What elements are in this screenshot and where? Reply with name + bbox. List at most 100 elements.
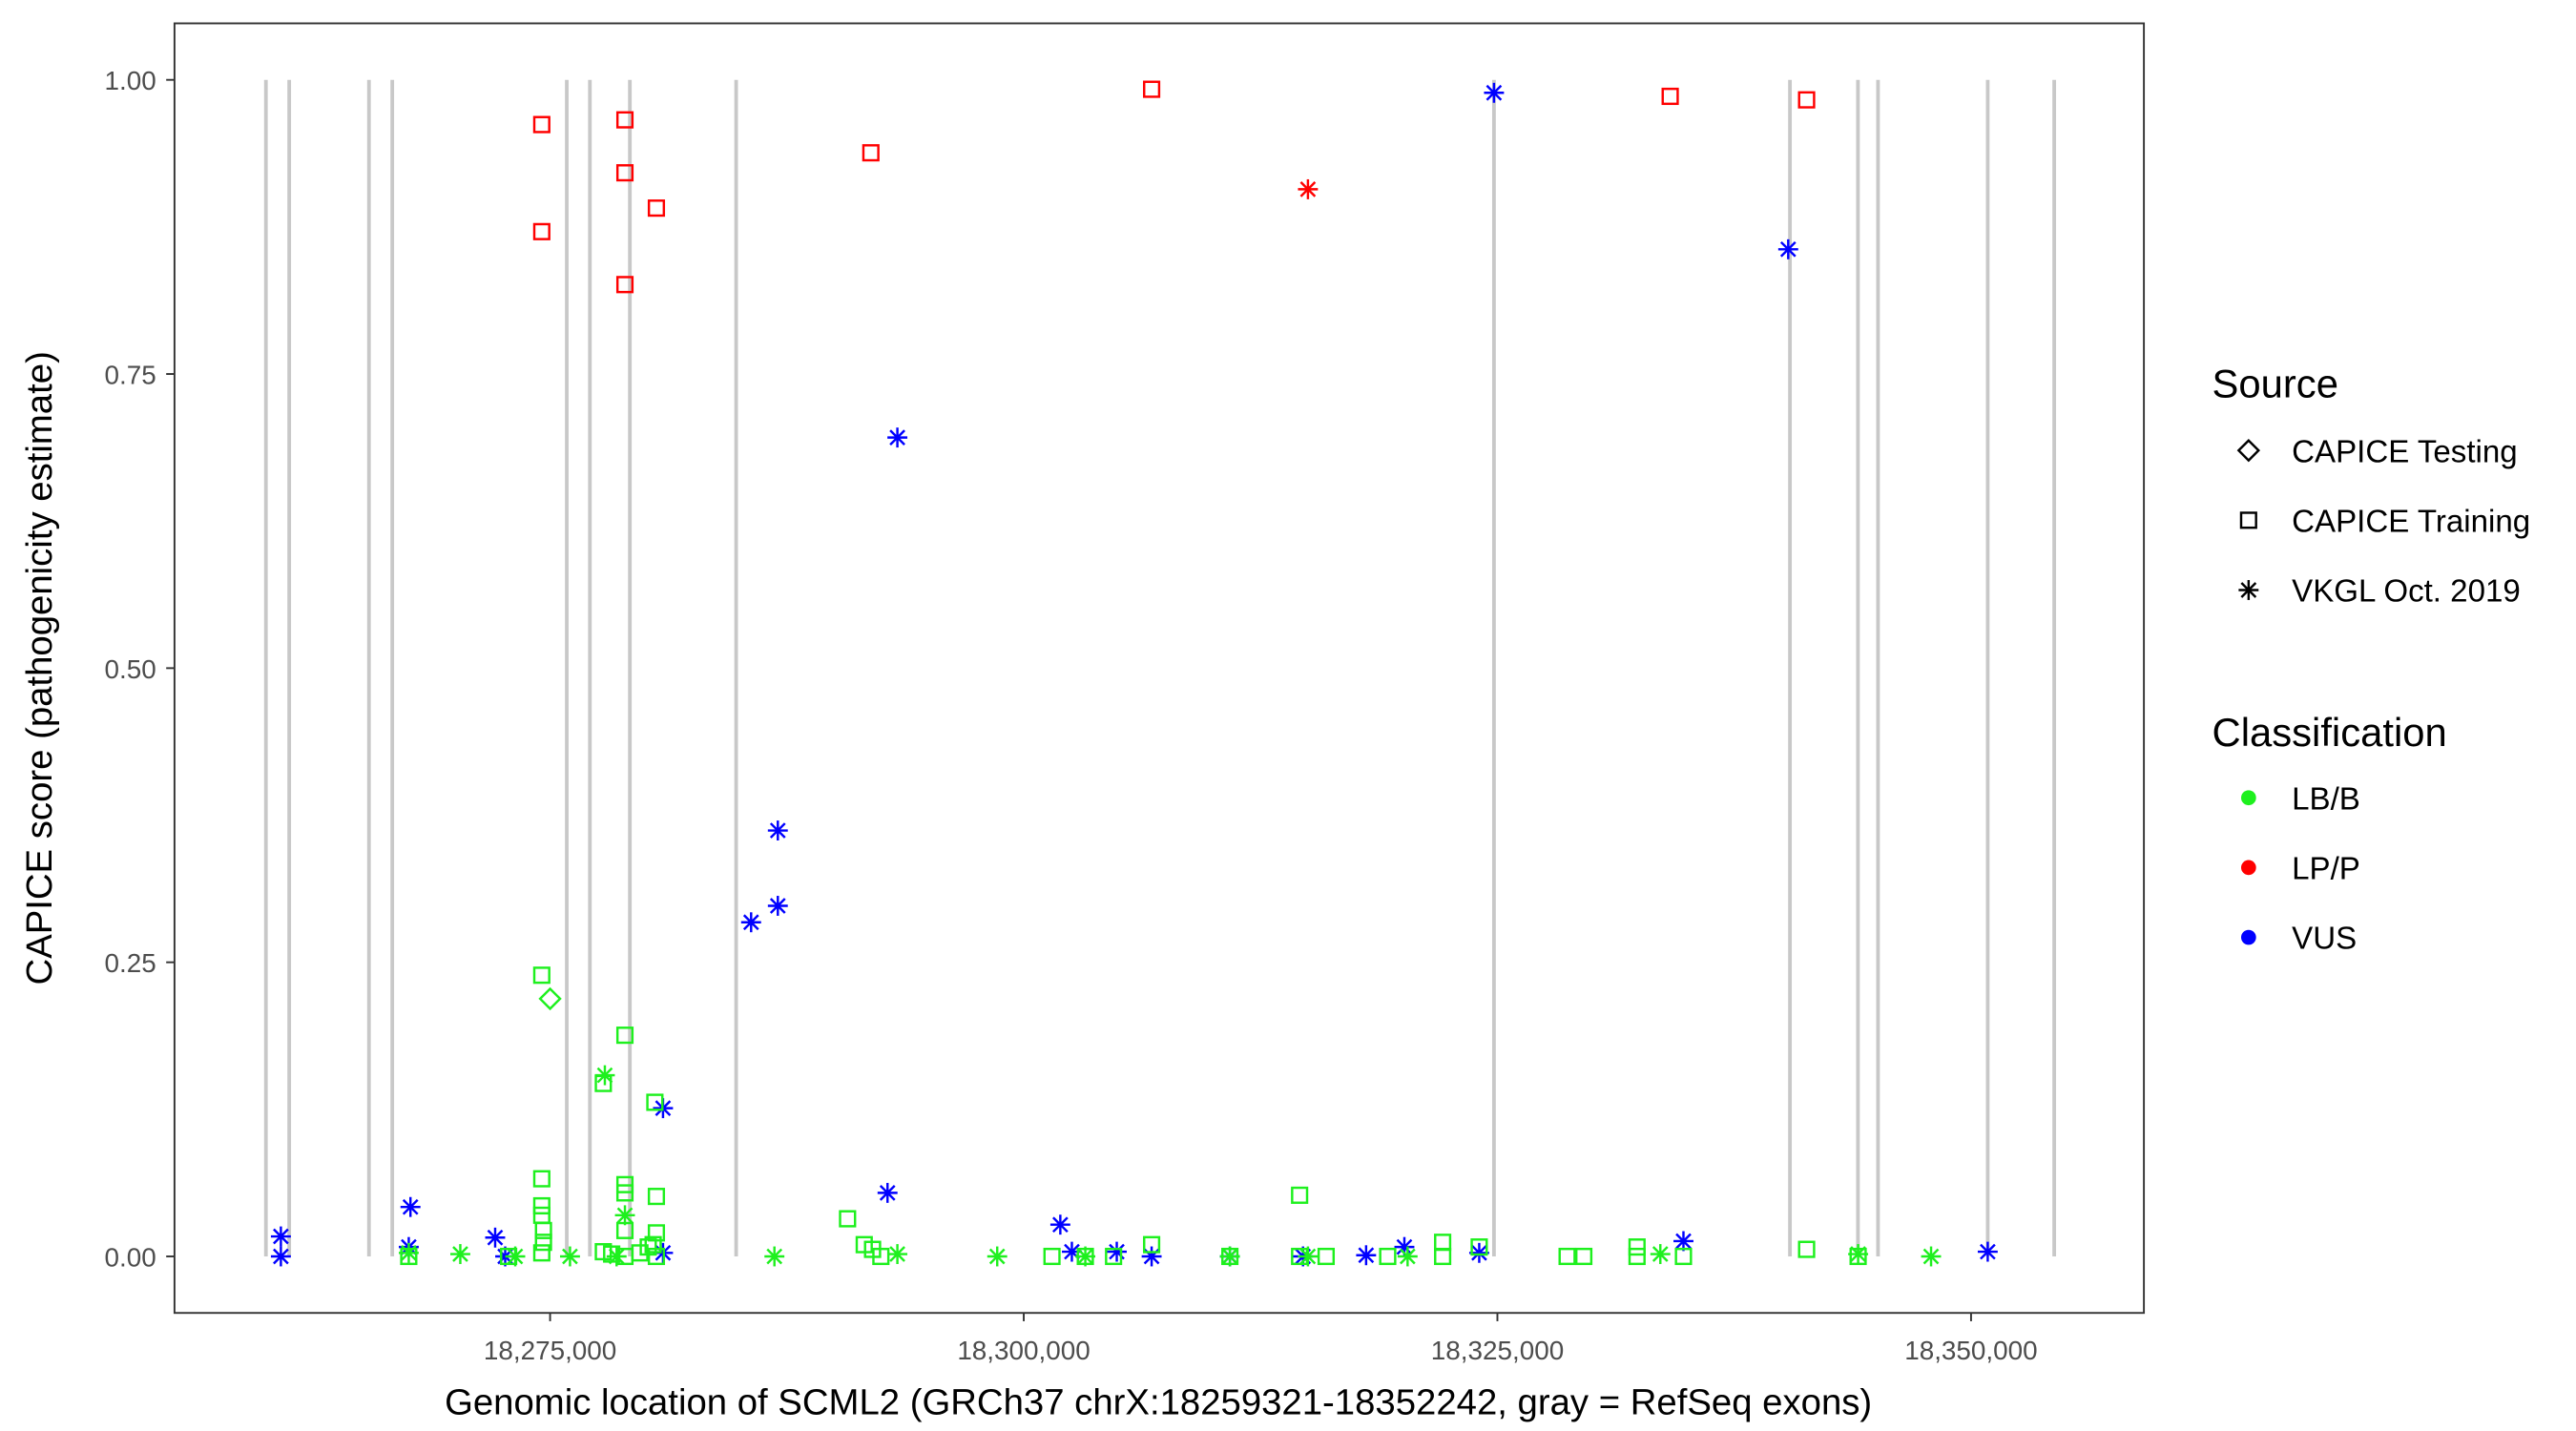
x-axis: 18,275,000 18,300,000 18,325,000 18,350,000 bbox=[484, 1313, 2038, 1365]
data-point bbox=[646, 1093, 664, 1111]
data-point bbox=[398, 1242, 419, 1263]
data-point bbox=[594, 1065, 615, 1086]
data-point bbox=[740, 912, 761, 933]
data-point bbox=[1558, 1247, 1576, 1266]
data-point bbox=[1921, 1246, 1942, 1267]
data-point bbox=[532, 1170, 551, 1188]
data-point bbox=[887, 427, 908, 448]
data-point bbox=[270, 1226, 291, 1247]
exon-lines bbox=[263, 79, 2057, 1256]
data-point bbox=[1317, 1247, 1336, 1266]
data-point bbox=[1777, 238, 1798, 259]
data-point bbox=[877, 1182, 898, 1203]
data-point bbox=[559, 1246, 580, 1267]
legend-color-dot-icon bbox=[2241, 860, 2256, 876]
legend-item-label: LP/P bbox=[2292, 852, 2360, 887]
data-point bbox=[400, 1196, 421, 1217]
data-points bbox=[270, 80, 1998, 1267]
legend-square-icon bbox=[2239, 511, 2257, 529]
data-point bbox=[1043, 1247, 1061, 1266]
data-point bbox=[1379, 1247, 1397, 1266]
data-point bbox=[1107, 1241, 1127, 1262]
data-point bbox=[485, 1227, 506, 1248]
legend-item-label: CAPICE Training bbox=[2292, 505, 2530, 540]
data-point bbox=[1075, 1246, 1096, 1267]
data-point bbox=[1219, 1246, 1240, 1267]
data-point bbox=[270, 1246, 291, 1267]
data-point bbox=[1574, 1247, 1593, 1266]
data-point bbox=[532, 966, 551, 985]
x-tick-label: 18,325,000 bbox=[1431, 1336, 1564, 1365]
data-point bbox=[615, 1027, 634, 1045]
data-point bbox=[1848, 1244, 1869, 1264]
y-tick-label: 0.25 bbox=[105, 948, 156, 978]
legend-item-label: LB/B bbox=[2292, 781, 2360, 817]
plot-panel-border bbox=[173, 22, 2146, 1315]
data-point bbox=[1470, 1238, 1488, 1256]
data-point bbox=[532, 222, 551, 240]
data-point bbox=[1673, 1231, 1693, 1252]
y-tick-label: 0.00 bbox=[105, 1242, 156, 1272]
data-point bbox=[532, 115, 551, 134]
data-point bbox=[647, 1247, 666, 1266]
data-point bbox=[1291, 1186, 1309, 1204]
data-point bbox=[606, 1246, 627, 1267]
legend-item-label: VUS bbox=[2292, 922, 2357, 957]
data-point bbox=[1628, 1238, 1646, 1256]
data-point bbox=[615, 1184, 634, 1202]
data-point bbox=[534, 1221, 552, 1239]
data-point bbox=[1661, 87, 1679, 106]
data-point bbox=[532, 1196, 551, 1215]
data-point bbox=[534, 1234, 552, 1252]
legend-diamond-icon bbox=[2236, 438, 2261, 463]
data-point bbox=[647, 199, 666, 218]
data-point bbox=[1049, 1214, 1070, 1235]
legend-title-source: Source bbox=[2212, 361, 2338, 405]
legend-item-label: VKGL Oct. 2019 bbox=[2292, 574, 2521, 610]
y-tick-label: 1.00 bbox=[105, 66, 156, 95]
data-point bbox=[767, 820, 788, 841]
y-axis-label: CAPICE score (pathogenicity estimate) bbox=[19, 351, 60, 985]
data-point bbox=[1298, 178, 1319, 199]
x-tick-label: 18,300,000 bbox=[957, 1336, 1090, 1365]
y-axis: 0.00 0.25 0.50 0.75 1.00 bbox=[105, 66, 175, 1272]
data-point bbox=[532, 1206, 551, 1224]
data-point bbox=[1797, 91, 1816, 109]
data-point bbox=[615, 276, 634, 294]
x-axis-label: Genomic location of SCML2 (GRCh37 chrX:1… bbox=[445, 1381, 1872, 1422]
data-point bbox=[1628, 1247, 1646, 1266]
data-point bbox=[450, 1244, 470, 1264]
data-point bbox=[614, 1205, 635, 1226]
x-tick-label: 18,275,000 bbox=[484, 1336, 616, 1365]
data-point bbox=[647, 1188, 666, 1206]
data-point bbox=[862, 144, 880, 162]
data-point bbox=[1434, 1247, 1452, 1266]
data-point bbox=[1484, 82, 1505, 103]
data-point bbox=[1356, 1245, 1377, 1266]
legend-asterisk-icon bbox=[2238, 580, 2259, 600]
data-point bbox=[615, 111, 634, 129]
data-point bbox=[1143, 1235, 1161, 1254]
data-point bbox=[839, 1210, 857, 1228]
data-point bbox=[987, 1246, 1008, 1267]
data-point bbox=[887, 1244, 908, 1264]
x-tick-label: 18,350,000 bbox=[1904, 1336, 2037, 1365]
data-point bbox=[505, 1246, 526, 1267]
data-point bbox=[1650, 1244, 1671, 1264]
legend-title-classification: Classification bbox=[2212, 710, 2447, 755]
data-point bbox=[532, 1244, 551, 1262]
y-tick-label: 0.50 bbox=[105, 654, 156, 684]
data-point bbox=[1797, 1240, 1816, 1258]
data-point bbox=[1397, 1246, 1418, 1267]
data-point bbox=[1674, 1247, 1693, 1266]
data-point bbox=[1977, 1241, 1998, 1262]
data-point bbox=[764, 1246, 785, 1267]
legend: Source Classification CAPICE Testing CAPI… bbox=[2212, 361, 2531, 956]
data-point bbox=[1434, 1234, 1452, 1252]
legend-color-dot-icon bbox=[2241, 790, 2256, 806]
data-point bbox=[1298, 1246, 1319, 1267]
y-tick-label: 0.75 bbox=[105, 360, 156, 389]
data-point bbox=[872, 1247, 890, 1266]
legend-color-dot-icon bbox=[2241, 929, 2256, 945]
